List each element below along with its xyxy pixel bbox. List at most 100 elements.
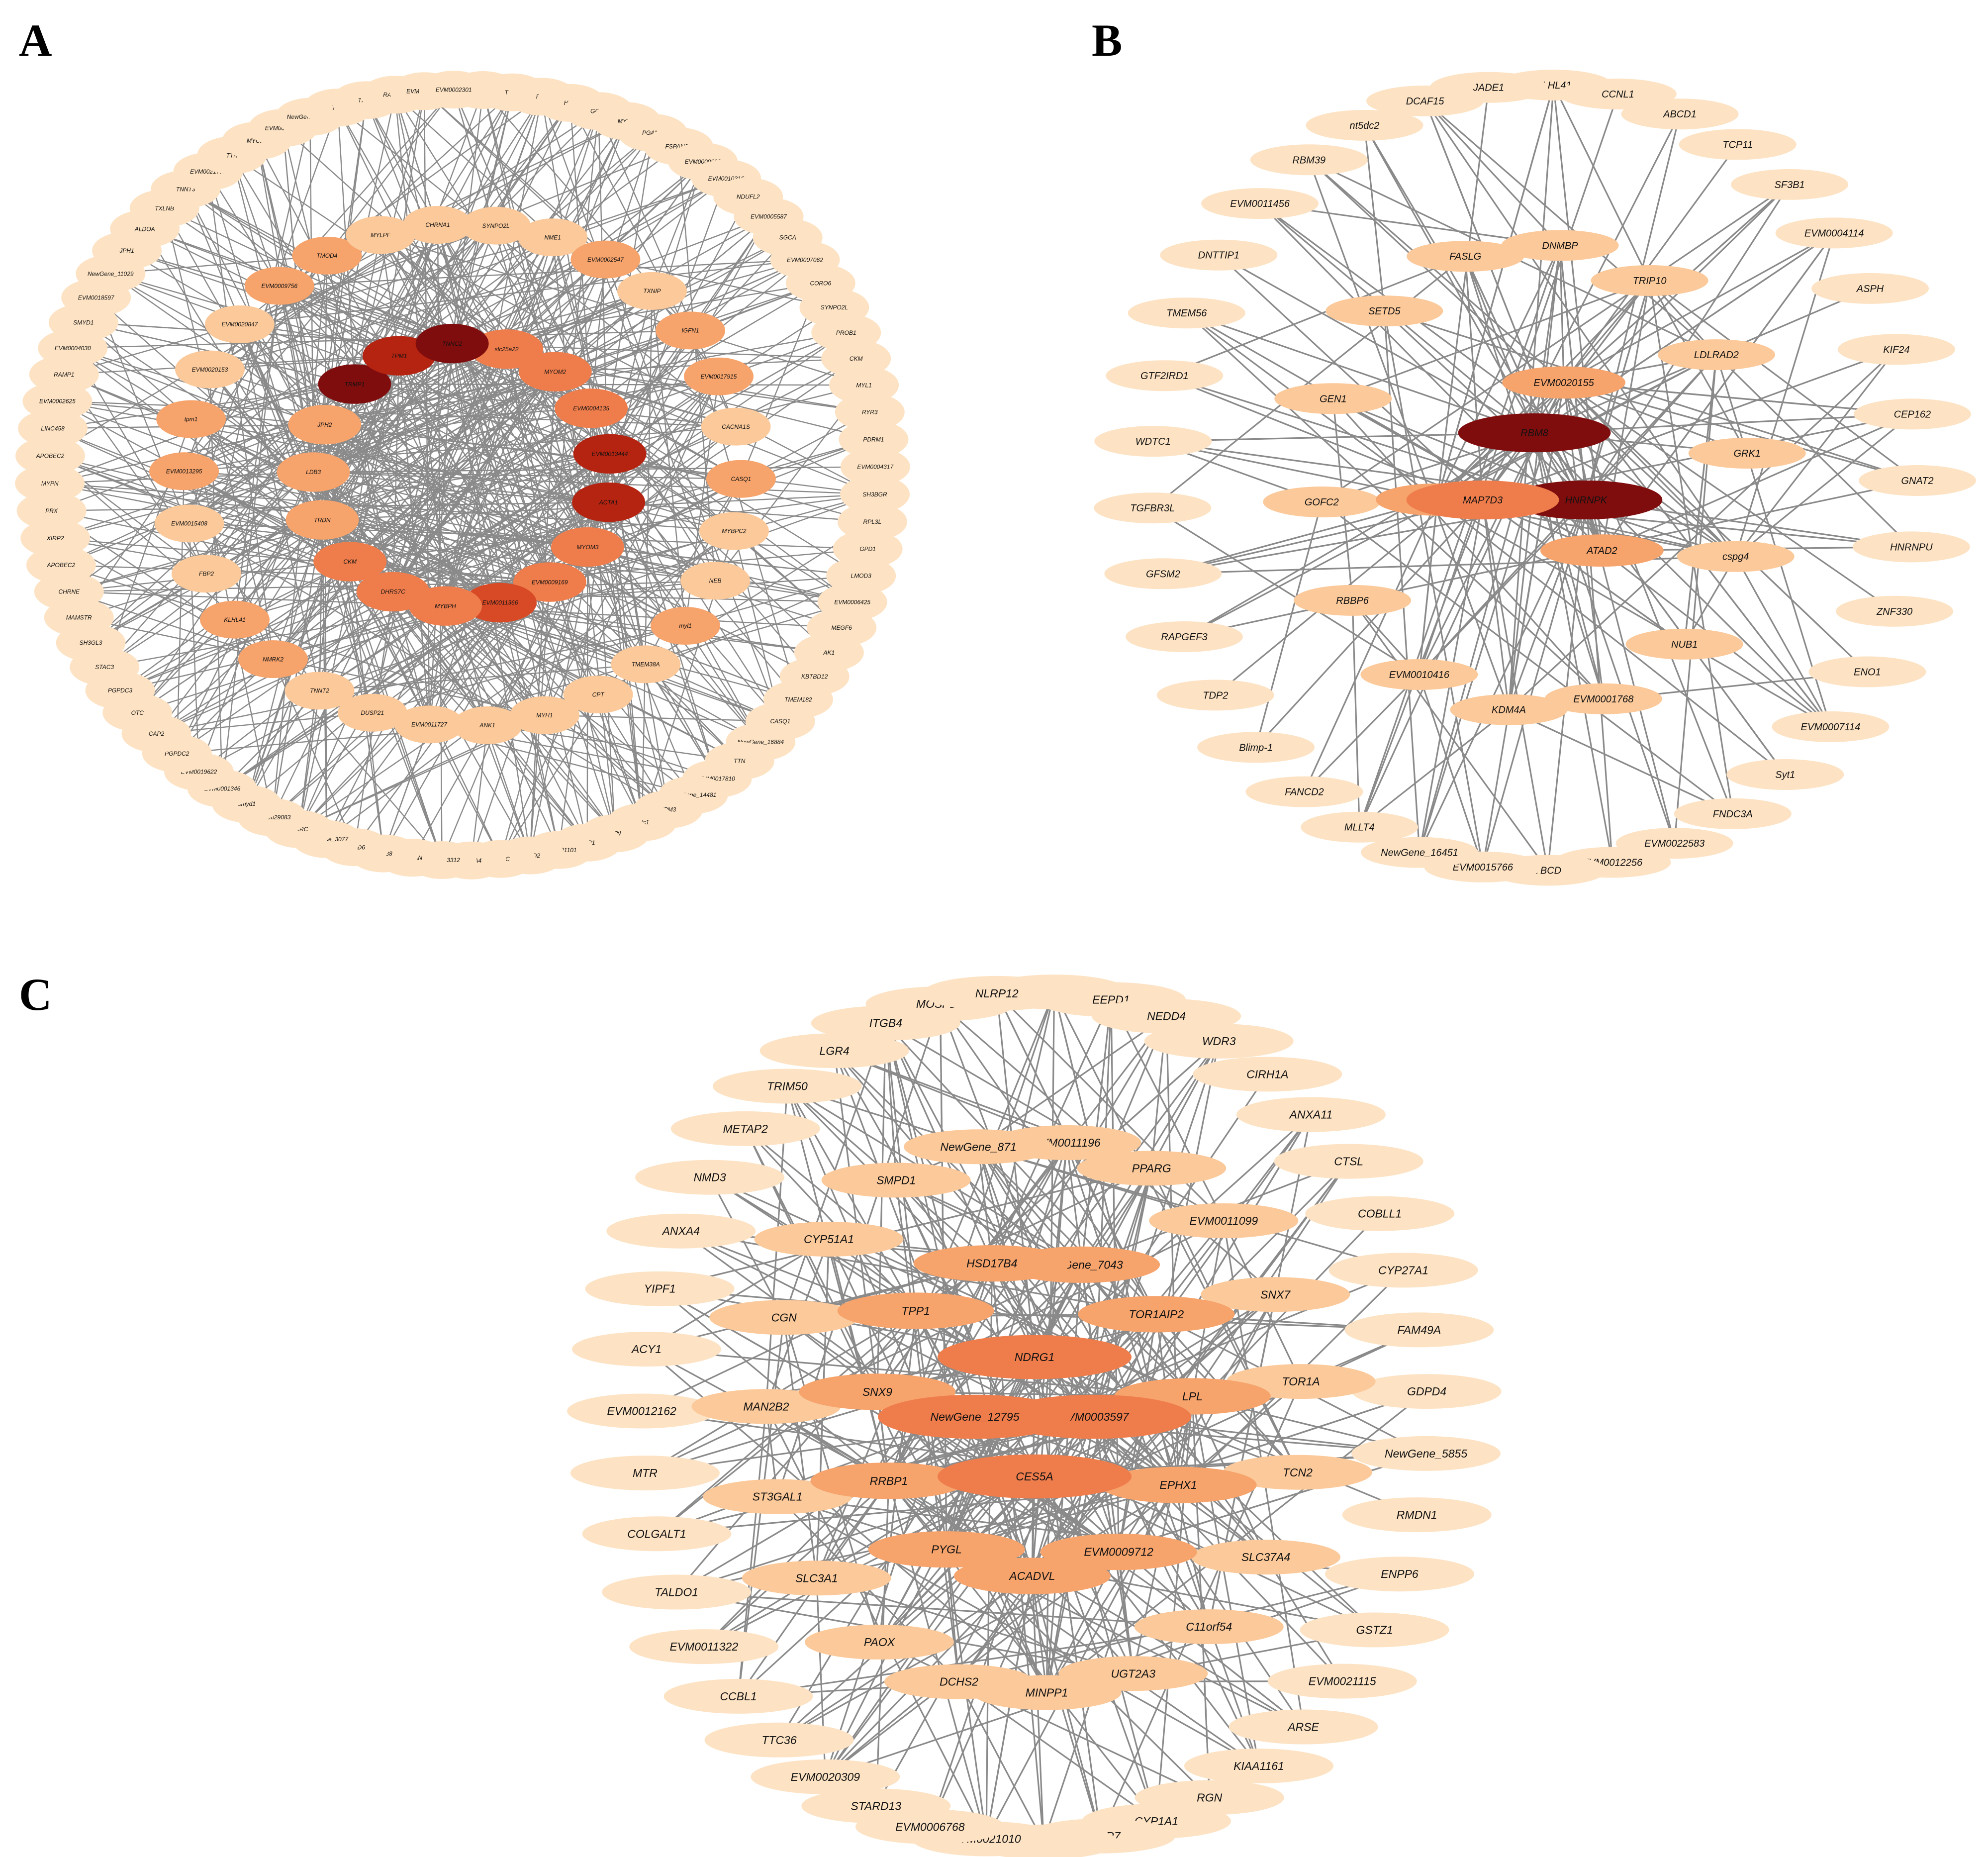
panel-a-node-ellipse [572,482,646,522]
panel-a-node: EVM0020153 [175,350,245,389]
panel-a-edge [185,189,610,455]
panel-a-node-label: CASQ1 [770,718,790,725]
panel-a-node-label: TMEM38A [632,661,660,668]
panel-c-node-ellipse [938,1335,1132,1379]
panel-b-node-ellipse [1859,465,1976,496]
panel-b-node-label: ABCD1 [1663,109,1697,120]
panel-c-node-ellipse [1078,1296,1235,1333]
panel-a-node: CKM [313,542,387,582]
panel-a-edge [379,235,400,356]
panel-b-node-label: GEN1 [1320,393,1346,404]
panel-c-edge [646,1238,830,1350]
panel-c-edge [915,1310,1033,1576]
panel-a-node-label: LMOD3 [851,573,872,580]
panel-a-node-label: PDRM1 [863,436,884,443]
panel-b-node-label: EVM0011456 [1230,198,1290,209]
panel-b-edge [1358,382,1565,828]
panel-c-node-ellipse [1191,1540,1340,1575]
panel-a-node-label: NewGene_11029 [88,270,134,277]
panel-b-node-label: GNAT2 [1901,476,1933,487]
panel-c-node: NLRP12 [922,976,1072,1011]
panel-a-edge [319,664,646,691]
panel-a-node: EVM0004317 [840,448,910,486]
panel-a-edge [79,617,545,716]
panel-a-node-ellipse [651,607,720,645]
panel-a-node-label: EVM0009169 [532,579,568,586]
panel-c-node-ellipse [805,1625,954,1660]
panel-c-node-ellipse [570,1456,720,1491]
panel-a-edge [324,424,351,562]
panel-a-node-label: APOBEC2 [36,453,65,460]
panel-c-node-ellipse [582,1516,732,1552]
panel-a-node-label: SGCA [779,234,796,241]
panel-a-node-label: MYOM3 [576,544,598,551]
panel-a-node: myl1 [651,607,720,645]
panel-a-node-ellipse [551,527,624,567]
panel-b-node: TGFBR3L [1094,492,1212,524]
panel-c-node-ellipse [1134,1609,1284,1645]
panel-c-node-label: MTR [633,1466,658,1479]
panel-c-node-ellipse [1144,1023,1294,1059]
panel-a-node: ACTA1 [572,482,646,522]
panel-b-node-label: NewGene_16451 [1381,848,1458,859]
panel-a-node-ellipse [15,437,85,475]
panel-a-node: ANK1 [453,706,522,744]
panel-a-node-label: JPH1 [119,247,134,254]
panel-a-edge [398,356,430,725]
panel-c-edge [1032,1114,1312,1576]
panel-c-node-ellipse [1267,1663,1417,1699]
panel-b-edge [1464,256,1535,433]
panel-c-node: EVM0011099 [1149,1203,1299,1238]
panel-c-node-ellipse [837,1292,994,1329]
panel-c-node-label: ARSE [1287,1721,1319,1734]
panel-a-edge [350,407,592,563]
panel-c-node-ellipse [1193,1057,1342,1092]
panel-b-letter: B [1092,15,1122,66]
panel-a-node-label: AK1 [823,649,835,656]
panel-c-node-label: CGN [771,1311,797,1324]
panel-a-node-label: EVM0002547 [587,256,624,263]
panel-c-node-label: SNX7 [1260,1288,1291,1301]
panel-b-edge [1563,144,1738,383]
panel-b-edge [1585,280,1651,500]
panel-c-node: GSTZ1 [1300,1612,1449,1648]
panel-a-edge [555,371,781,722]
panel-b-edge [1359,709,1510,828]
panel-b-node-ellipse [1837,334,1955,365]
panel-b-edge [1304,674,1420,792]
panel-c-node-label: NewGene_871 [940,1140,1016,1153]
panel-c-node-label: CYP51A1 [804,1233,854,1246]
panel-c-node-ellipse [606,1213,756,1249]
panel-b-edge [1715,354,1912,548]
panel-a-node-label: SH3GL3 [80,639,102,646]
panel-b-edge [1533,245,1561,433]
panel-a-node: EVM0020847 [205,305,275,343]
panel-c-node-label: WDR3 [1202,1035,1236,1048]
panel-c-node-ellipse [1305,1196,1455,1231]
panel-a-node-label: TXLNB [155,205,174,212]
panel-b-edge [1351,599,1549,871]
panel-a-edge [322,519,588,548]
panel-a-node: PRX [16,491,87,530]
panel-b-edge [1508,709,1733,815]
panel-b-node-ellipse [1245,776,1363,807]
panel-a-edge [354,384,716,582]
panel-c-node: PYGL [868,1531,1025,1568]
panel-c-node-label: METAP2 [723,1122,768,1135]
panel-c-node: RMDN1 [1342,1497,1492,1533]
panel-b-node-ellipse [1544,683,1662,714]
panel-c-node-label: ACADVL [1008,1569,1055,1582]
panel-c-node-ellipse [1040,1534,1197,1570]
panel-b-node-ellipse [1361,837,1478,868]
panel-c-node-label: TPP1 [901,1304,930,1317]
panel-b-node-label: GRK1 [1733,448,1760,459]
panel-c-node-ellipse [801,1788,951,1824]
panel-a-node-ellipse [356,572,430,612]
panel-c-node: MTR [570,1456,720,1491]
panel-b-node: nt5dc2 [1306,109,1423,141]
panel-b-node: MAP7D3 [1406,480,1559,520]
panel-b-node: HNRNPU [1852,531,1970,563]
panel-b-edge [1308,159,1565,384]
panel-a-node-label: DHRS7C [381,588,406,595]
panel-b-edge [1735,556,1831,727]
